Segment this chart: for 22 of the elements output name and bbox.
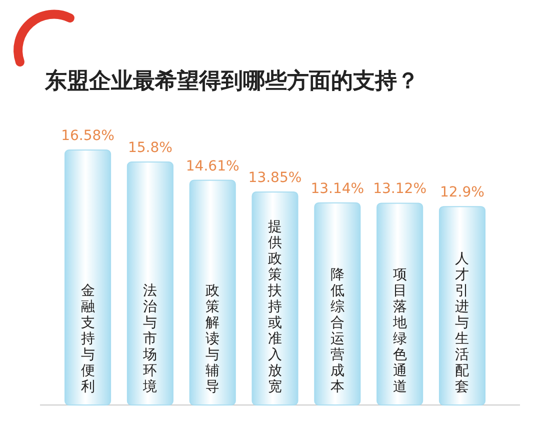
bar — [314, 202, 361, 406]
data-label: 13.12% — [373, 181, 427, 198]
x-tick-label: 降低综合运营成本 — [330, 267, 344, 395]
data-label: 13.14% — [310, 180, 364, 197]
x-tick-label: 金融支持与便利 — [80, 283, 95, 395]
data-label: 12.9% — [440, 184, 484, 201]
category-label: 提供政策扶持或准入放宽 — [268, 219, 282, 395]
x-tick-label: 法治与市场环境 — [142, 283, 158, 395]
chart-title: 东盟企业最希望得到哪些方面的支持？ — [44, 68, 419, 94]
bar — [252, 191, 298, 406]
data-label: 14.61% — [186, 158, 240, 174]
bar — [376, 202, 424, 406]
bar — [64, 150, 112, 406]
bar — [189, 180, 236, 406]
x-tick-label: 项目落地绿色通道 — [392, 267, 407, 395]
data-label: 15.8% — [128, 140, 172, 156]
x-tick-label: 政策解读与辅导 — [206, 283, 220, 395]
bar — [126, 161, 174, 406]
data-label: 16.58% — [61, 128, 114, 144]
category-label: 人才引进与生活配套 — [455, 251, 470, 395]
bar — [438, 206, 486, 406]
data-label: 13.85% — [248, 170, 302, 186]
